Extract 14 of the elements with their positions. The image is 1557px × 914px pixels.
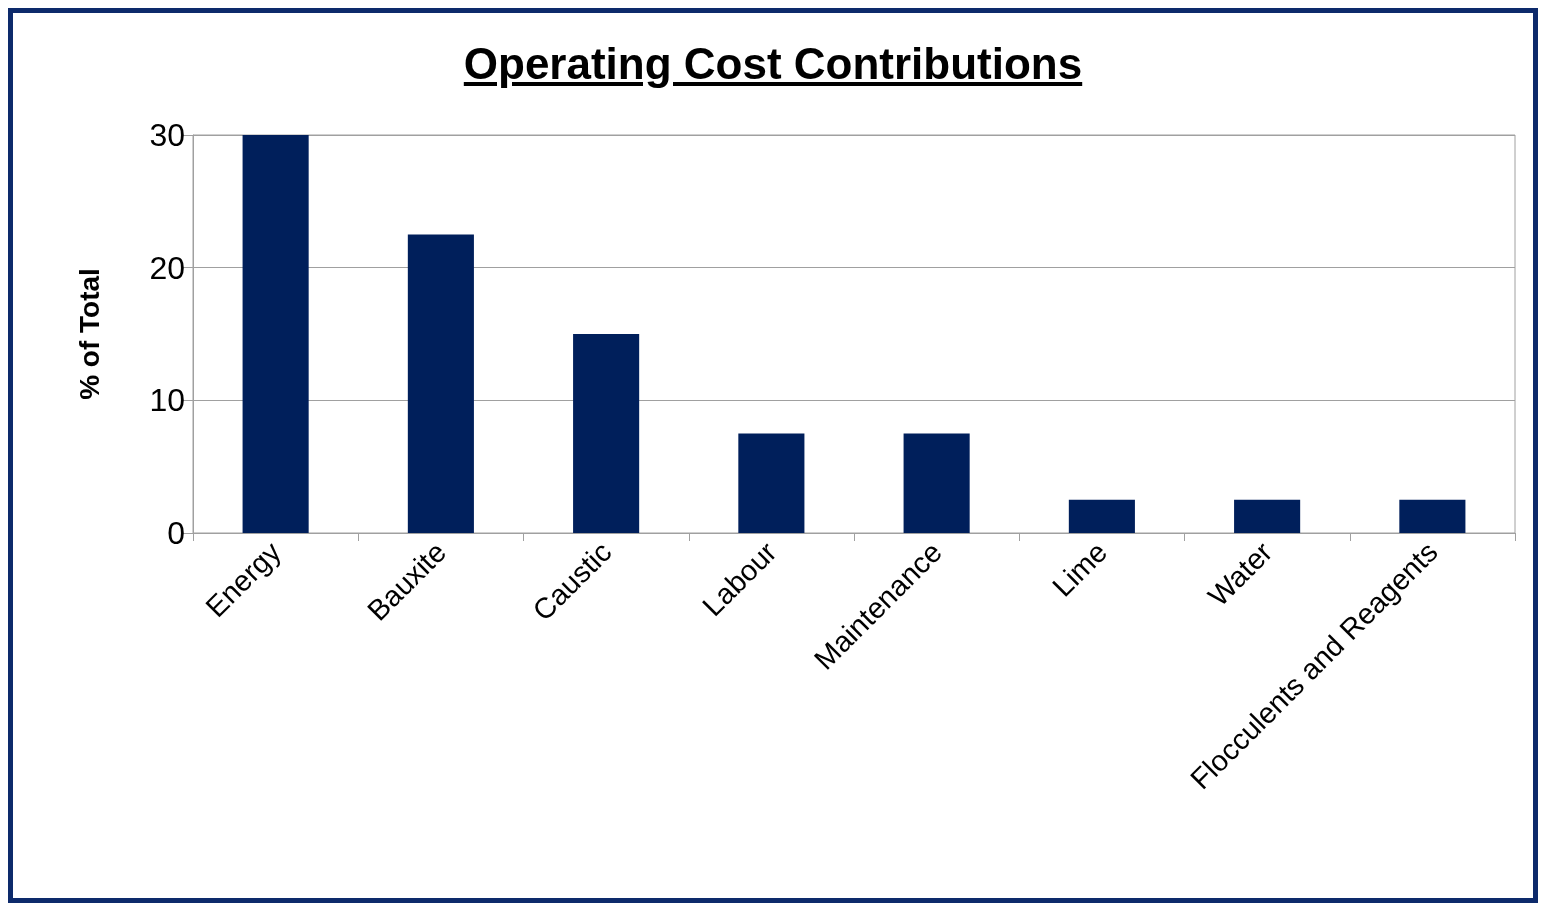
bar (903, 433, 970, 533)
bar (1234, 499, 1301, 533)
bar (738, 433, 805, 533)
y-tick-label: 20 (149, 249, 185, 286)
bar (242, 135, 309, 533)
bar (1399, 499, 1466, 533)
bar (573, 334, 640, 533)
y-tick-label: 10 (149, 382, 185, 419)
bar (1068, 499, 1135, 533)
y-tick-label: 30 (149, 117, 185, 153)
chart-title: Operating Cost Contributions (462, 39, 1084, 89)
y-tick-label: 0 (167, 515, 185, 551)
y-axis-title: % of Total (73, 268, 105, 400)
bar (407, 234, 474, 533)
